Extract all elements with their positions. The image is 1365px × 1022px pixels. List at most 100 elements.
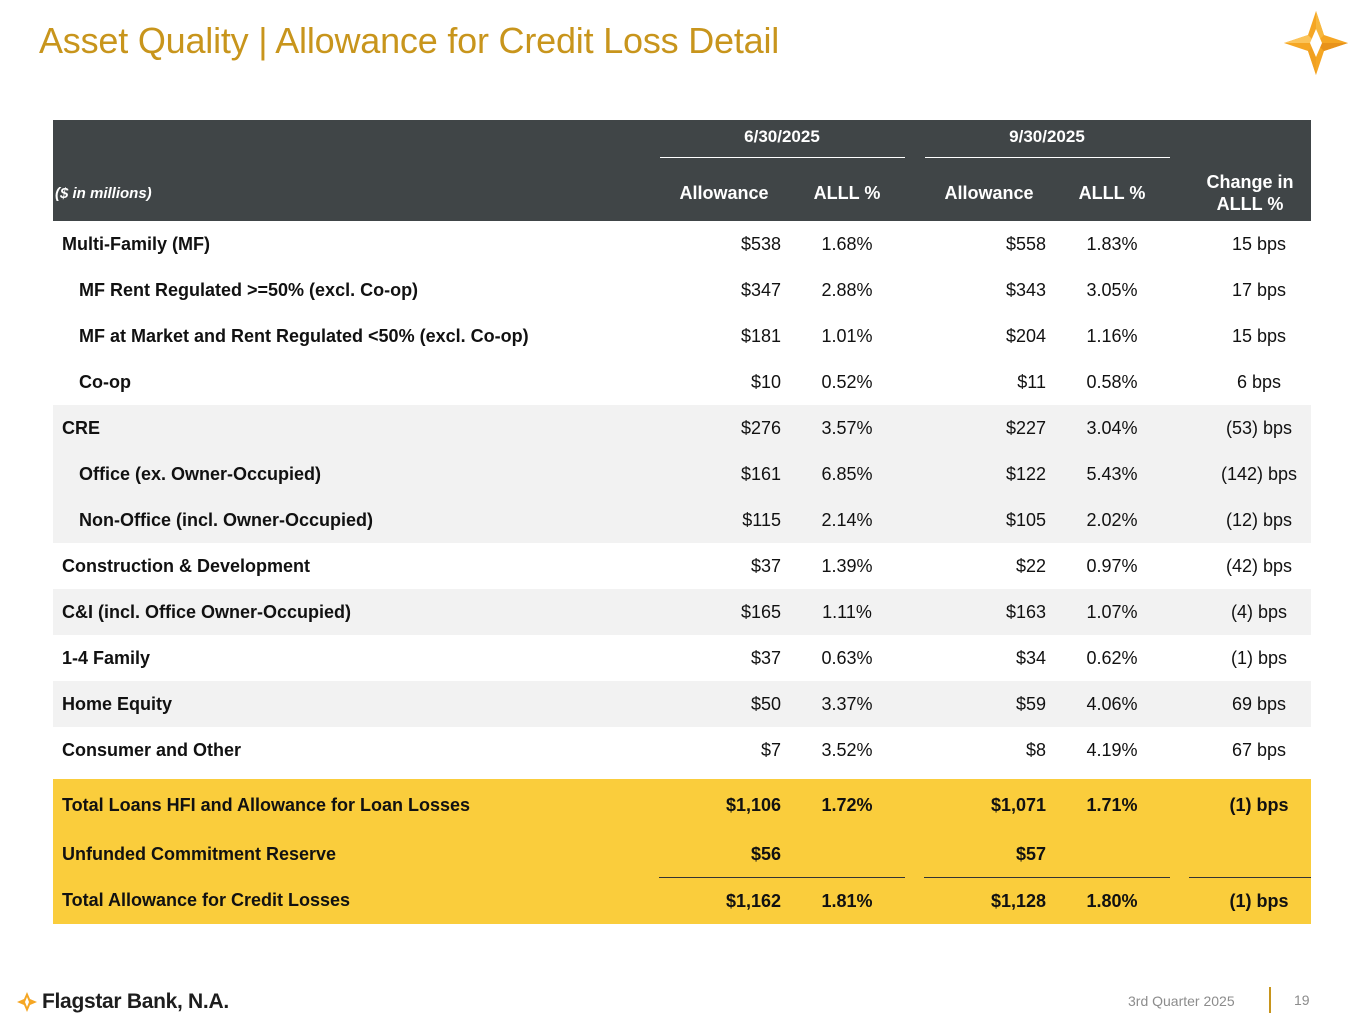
change-alll: (42) bps — [1225, 555, 1293, 576]
total-label: Total Allowance for Credit Losses — [53, 877, 659, 924]
row-label: Multi-Family (MF) — [62, 233, 210, 254]
allowance-q3: $204 — [1005, 325, 1046, 346]
row-label: Consumer and Other — [62, 739, 242, 760]
alll-q2: 0.63% — [821, 647, 873, 668]
allowance-q3: $122 — [924, 451, 1054, 497]
alll-q3: 4.06% — [1054, 681, 1170, 727]
alll-q3 — [1054, 831, 1170, 878]
allowance-q3: $8 — [1025, 739, 1046, 760]
allowance-q3: $57 — [924, 831, 1054, 878]
row-label: MF Rent Regulated >=50% (excl. Co-op) — [79, 279, 419, 300]
units-label: ($ in millions) — [53, 165, 659, 221]
alll-q2: 2.88% — [821, 279, 873, 300]
allowance-q3: $1,071 — [924, 779, 1054, 831]
alll-q2: 1.81% — [789, 877, 905, 924]
alll-q2: 1.01% — [821, 325, 873, 346]
total-row: Unfunded Commitment Reserve $56 $57 — [53, 831, 1311, 878]
table-row: Non-Office (incl. Owner-Occupied) $115 2.1… — [53, 497, 1311, 543]
allowance-q2: $37 — [750, 555, 781, 576]
alll-q2: 3.52% — [821, 739, 873, 760]
alll-q2: 1.39% — [821, 555, 873, 576]
row-label: Office (ex. Owner-Occupied) — [53, 451, 659, 497]
total-label: Unfunded Commitment Reserve — [53, 831, 659, 878]
row-label: C&I (incl. Office Owner-Occupied) — [53, 589, 659, 635]
bank-name: Flagstar Bank, N.A. — [42, 990, 229, 1013]
row-label: Non-Office (incl. Owner-Occupied) — [53, 497, 659, 543]
table-row: 1-4 Family $37 0.63% $34 0.62% (1) bps — [53, 635, 1311, 681]
allowance-q3: $11 — [1017, 371, 1046, 392]
allowance-q3: $34 — [1015, 647, 1046, 668]
alll-q2 — [789, 831, 905, 878]
total-row: Total Allowance for Credit Losses $1,162 1… — [53, 877, 1311, 924]
row-label: Co-op — [79, 371, 131, 392]
table-row: MF Rent Regulated >=50% (excl. Co-op) $34… — [53, 267, 1311, 313]
allowance-q2: $115 — [659, 497, 789, 543]
allowance-q3: $105 — [924, 497, 1054, 543]
allowance-q2: $276 — [659, 405, 789, 451]
alll-q2: 0.52% — [821, 371, 873, 392]
change-alll: 69 bps — [1189, 681, 1311, 727]
table-row: Consumer and Other $7 3.52% $8 4.19% 67 bps — [53, 727, 1311, 773]
allowance-q3: $1,128 — [924, 877, 1054, 924]
table-row: Co-op $10 0.52% $11 0.58% 6 bps — [53, 359, 1311, 405]
alll-q2: 2.14% — [789, 497, 905, 543]
alll-q3: 4.19% — [1086, 739, 1138, 760]
allowance-q2: $165 — [659, 589, 789, 635]
change-alll: 6 bps — [1236, 371, 1282, 392]
alll-q3: 0.58% — [1086, 371, 1138, 392]
allowance-q2: $10 — [750, 371, 781, 392]
col-change-alll: Change in ALLL % — [1189, 165, 1311, 221]
table-row: CRE $276 3.57% $227 3.04% (53) bps — [53, 405, 1311, 451]
footer-logo: Flagstar Bank, N.A. — [16, 990, 229, 1014]
alll-q2: 1.11% — [789, 589, 905, 635]
row-label: MF at Market and Rent Regulated <50% (ex… — [79, 325, 529, 346]
change-alll: (1) bps — [1189, 779, 1311, 831]
alll-q3: 3.05% — [1086, 279, 1138, 300]
table-row: Multi-Family (MF) $538 1.68% $558 1.83% 15 bp… — [53, 221, 1311, 267]
table-row: C&I (incl. Office Owner-Occupied) $165 1.1… — [53, 589, 1311, 635]
allowance-q3: $59 — [924, 681, 1054, 727]
row-label: Home Equity — [53, 681, 659, 727]
change-alll: (142) bps — [1189, 451, 1311, 497]
change-alll: 67 bps — [1231, 739, 1287, 760]
change-alll: 15 bps — [1231, 233, 1287, 254]
page-title: Asset Quality | Allowance for Credit Los… — [39, 20, 780, 61]
allowance-q2: $181 — [740, 325, 781, 346]
alll-q2: 6.85% — [789, 451, 905, 497]
allowance-q2: $1,106 — [659, 779, 789, 831]
footer-star-icon — [17, 992, 37, 1012]
col-allowance-2: Allowance — [924, 165, 1054, 221]
allowance-q3: $558 — [1005, 233, 1046, 254]
alll-q3: 5.43% — [1054, 451, 1170, 497]
table-row: Office (ex. Owner-Occupied) $161 6.85% $122… — [53, 451, 1311, 497]
change-alll: (12) bps — [1189, 497, 1311, 543]
period2-header: 9/30/2025 — [924, 120, 1170, 165]
alll-q3: 0.97% — [1086, 555, 1138, 576]
change-alll: (53) bps — [1189, 405, 1311, 451]
allowance-q2: $50 — [659, 681, 789, 727]
allowance-q3: $343 — [1005, 279, 1046, 300]
alll-q3: 3.04% — [1054, 405, 1170, 451]
change-alll: 15 bps — [1231, 325, 1287, 346]
period1-header: 6/30/2025 — [659, 120, 905, 165]
page-number: 19 — [1294, 992, 1310, 1008]
allowance-q3: $163 — [924, 589, 1054, 635]
allowance-table: 6/30/2025 9/30/2025 ($ in millions) Allo… — [53, 120, 1311, 932]
alll-q3: 1.16% — [1086, 325, 1138, 346]
alll-q2: 3.37% — [789, 681, 905, 727]
alll-q3: 1.71% — [1054, 779, 1170, 831]
row-label: 1-4 Family — [62, 647, 151, 668]
alll-q2: 3.57% — [789, 405, 905, 451]
allowance-q3: $227 — [924, 405, 1054, 451]
alll-q3: 2.02% — [1054, 497, 1170, 543]
alll-q3: 1.07% — [1054, 589, 1170, 635]
table-row: MF at Market and Rent Regulated <50% (ex… — [53, 313, 1311, 359]
col-allowance-1: Allowance — [659, 165, 789, 221]
quarter-label: 3rd Quarter 2025 — [1128, 993, 1235, 1009]
col-alll-1: ALLL % — [789, 165, 905, 221]
row-label: Construction & Development — [62, 555, 311, 576]
allowance-q2: $161 — [659, 451, 789, 497]
allowance-q2: $347 — [740, 279, 781, 300]
allowance-q3: $22 — [1015, 555, 1046, 576]
allowance-q2: $1,162 — [659, 877, 789, 924]
